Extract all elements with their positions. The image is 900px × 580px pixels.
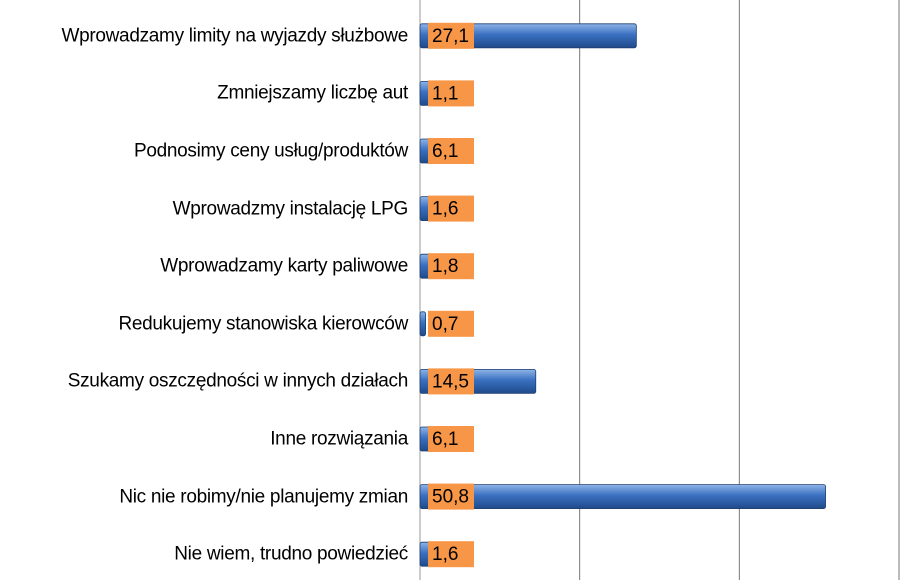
value-label-box	[428, 310, 474, 337]
value-label: 1,6	[432, 199, 458, 220]
bar	[419, 484, 826, 510]
value-label-box	[428, 80, 474, 107]
category-label: Podnosimy ceny usług/produktów	[133, 140, 408, 162]
value-label: 1,1	[432, 83, 458, 104]
category-label: Nie wiem, trudno powiedzieć	[174, 543, 408, 565]
value-label: 1,6	[432, 544, 458, 565]
value-label: 6,1	[432, 429, 458, 450]
category-label: Nic nie robimy/nie planujemy zmian	[119, 486, 408, 508]
category-label: Zmniejszamy liczbę aut	[217, 82, 408, 104]
value-label-box	[428, 253, 474, 280]
value-label-box	[428, 138, 474, 164]
bar	[419, 23, 637, 49]
category-label: Redukujemy stanowiska kierowców	[118, 313, 408, 335]
bar	[419, 81, 430, 106]
value-label: 14,5	[432, 371, 469, 392]
value-label-box	[428, 426, 474, 452]
value-label-box	[428, 483, 474, 510]
value-label-box	[428, 22, 474, 49]
value-label-box	[428, 368, 474, 395]
value-label: 1,8	[432, 256, 458, 277]
category-label: Szukamy oszczędności w innych działach	[67, 370, 409, 392]
category-label: Wprowadzamy limity na wyjazdy służbowe	[61, 25, 408, 47]
value-label: 6,1	[432, 141, 458, 162]
category-label: Wprowadzamy karty paliwowe	[160, 255, 408, 277]
category-label: Inne rozwiązania	[270, 428, 408, 450]
value-label-box	[428, 195, 474, 222]
bar	[419, 311, 426, 337]
value-label: 0,7	[432, 314, 458, 335]
value-label: 27,1	[432, 26, 469, 47]
value-label: 50,8	[432, 487, 469, 508]
value-label-box	[428, 541, 474, 568]
category-label: Wprowadzmy instalację LPG	[172, 198, 409, 220]
